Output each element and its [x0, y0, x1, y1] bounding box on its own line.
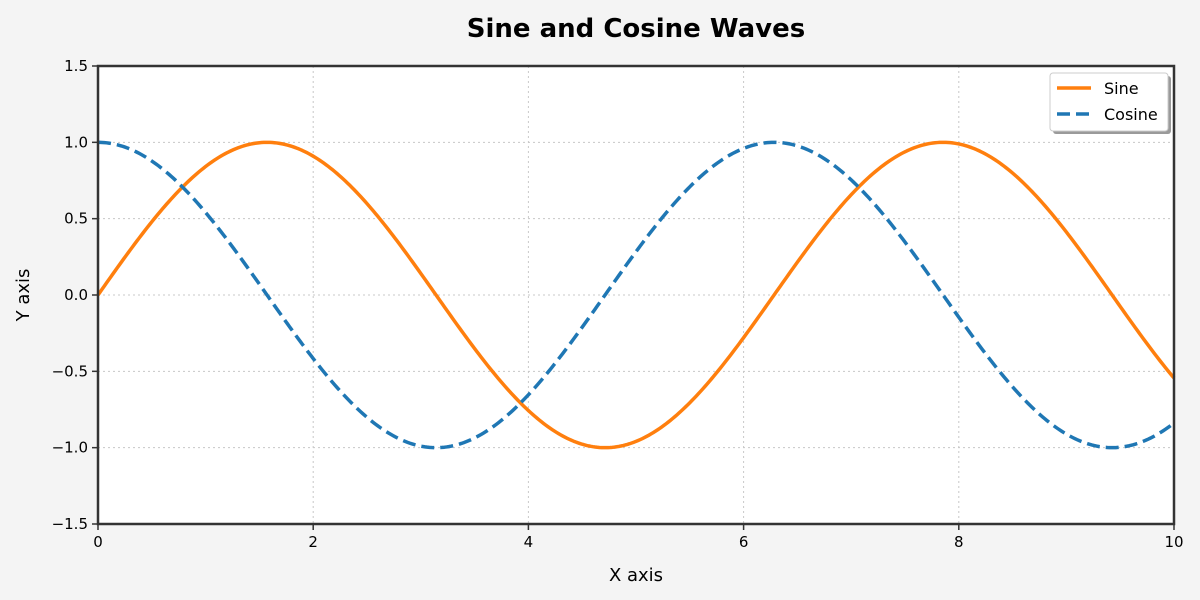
legend: Sine Cosine [1049, 72, 1171, 134]
x-tick-label: 0 [93, 533, 103, 551]
legend-label-cosine: Cosine [1104, 105, 1158, 124]
x-tick-label: 2 [308, 533, 318, 551]
x-axis-label: X axis [609, 565, 663, 586]
y-tick-label: 0.0 [64, 286, 88, 304]
series-layer [96, 140, 1176, 450]
x-ticks: 0 2 4 6 8 10 [93, 524, 1184, 551]
y-tick-label: −0.5 [52, 362, 88, 380]
x-tick-label: 4 [524, 533, 534, 551]
y-tick-label: 1.5 [64, 57, 88, 75]
y-tick-label: 0.5 [64, 210, 88, 228]
x-tick-label: 6 [739, 533, 749, 551]
chart-title: Sine and Cosine Waves [467, 14, 805, 44]
y-tick-label: −1.0 [52, 439, 88, 457]
series-line-cosine [97, 140, 1176, 450]
y-tick-label: 1.0 [64, 133, 88, 151]
y-axis-label: Y axis [13, 269, 34, 323]
x-tick-label: 8 [954, 533, 964, 551]
grid [98, 66, 1174, 524]
series-line-sine [96, 140, 1176, 450]
y-tick-label: −1.5 [52, 515, 88, 533]
x-tick-label: 10 [1164, 533, 1183, 551]
y-ticks: 1.5 1.0 0.5 0.0 −0.5 −1.0 −1.5 [52, 57, 98, 533]
legend-label-sine: Sine [1104, 79, 1139, 98]
